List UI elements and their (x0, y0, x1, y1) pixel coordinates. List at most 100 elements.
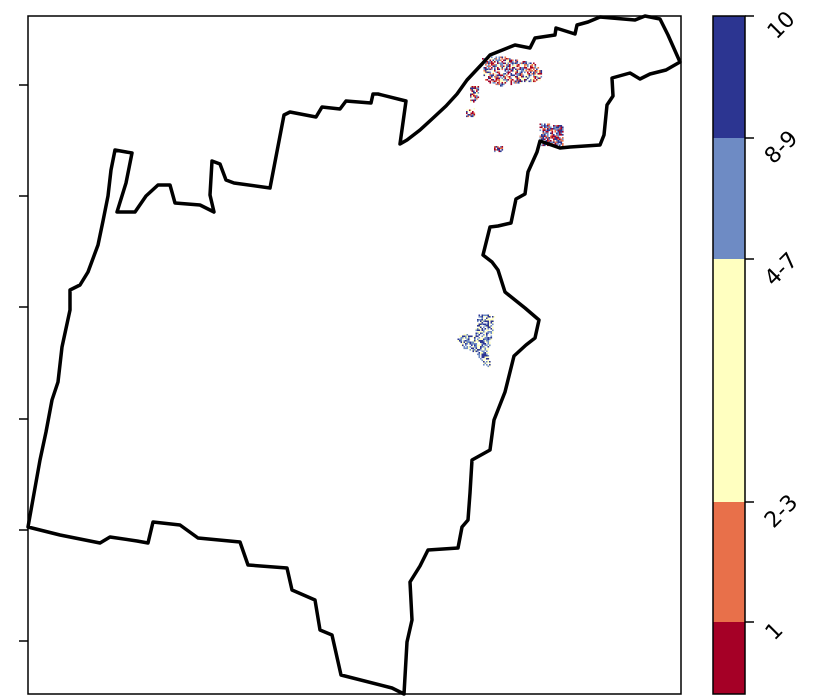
patch-central-pixel (481, 359, 484, 362)
patch-north-pixel (521, 74, 523, 77)
patch-northeast-pixel (559, 134, 561, 136)
patch-central-pixel (477, 331, 479, 333)
patch-northeast-pixel (553, 134, 555, 136)
patch-north-pixel (486, 68, 489, 71)
patch-north-pixel (473, 93, 475, 96)
patch-northeast-pixel (500, 147, 502, 150)
patch-central-pixel (463, 341, 466, 344)
legend-label-1: 1 (761, 618, 789, 646)
patch-north-pixel (519, 73, 522, 75)
patch-northeast-pixel (541, 123, 543, 126)
patch-central-pixel (468, 346, 470, 348)
patch-central-pixel (478, 332, 481, 335)
patch-north-pixel (530, 77, 532, 80)
patch-north-pixel (507, 79, 510, 81)
patch-north-pixel (491, 62, 493, 65)
patch-north-pixel (539, 73, 541, 75)
patch-central-pixel (481, 344, 484, 347)
patch-north-pixel (516, 82, 519, 84)
patch-northeast-pixel (562, 128, 564, 130)
patch-north-pixel (469, 111, 471, 113)
patch-north-pixel (507, 59, 510, 62)
patch-northeast-pixel (548, 138, 551, 141)
patch-north-pixel (474, 99, 477, 102)
patch-central-pixel (487, 361, 490, 363)
patch-north-pixel (501, 82, 504, 84)
patch-central-pixel (481, 328, 484, 330)
patch-north-pixel (513, 80, 516, 83)
patch-central-pixel (487, 322, 490, 324)
patch-north-pixel (466, 112, 468, 115)
patch-north-pixel (503, 83, 505, 86)
patch-north-pixel (533, 80, 535, 83)
legend-swatch-1 (713, 622, 745, 694)
patch-north-pixel (492, 82, 495, 84)
patch-north-pixel (501, 73, 504, 75)
patch-central-pixel (481, 343, 484, 345)
patch-northeast-pixel (556, 132, 558, 135)
patch-north-pixel (507, 62, 510, 65)
patch-central-pixel (487, 356, 490, 359)
patch-northeast-pixel (541, 144, 543, 147)
patch-north-pixel (516, 70, 519, 72)
patch-north-pixel (494, 76, 496, 78)
patch-central-pixel (471, 349, 473, 351)
patch-north-pixel (494, 64, 496, 66)
patch-northeast-pixel (554, 137, 557, 139)
patch-central-pixel (474, 343, 476, 345)
patch-north-pixel (516, 65, 519, 68)
patch-central-pixel (481, 314, 484, 317)
patch-central-pixel (475, 328, 478, 330)
patch-north-pixel (513, 64, 516, 66)
patch-north-pixel (473, 92, 475, 94)
patch-north-pixel (506, 65, 508, 68)
patch-north-pixel (501, 77, 504, 80)
patch-north-pixel (506, 74, 508, 77)
patch-central-pixel (477, 329, 479, 332)
patch-northeast-pixel (551, 137, 554, 139)
patch-north-pixel (510, 67, 513, 69)
patch-central-pixel (486, 332, 488, 335)
patch-central-pixel (483, 355, 485, 357)
patch-north-pixel (534, 74, 537, 77)
patch-north-pixel (540, 76, 543, 78)
patch-north-pixel (518, 80, 520, 83)
patch-central-pixel (477, 323, 479, 326)
patch-northeast-pixel (556, 129, 558, 132)
patch-north-pixel (485, 71, 487, 74)
patch-north-pixel (539, 70, 541, 72)
patch-north-pixel (518, 79, 520, 81)
patch-northeast-pixel (548, 129, 551, 132)
patch-north-pixel (492, 61, 495, 63)
patch-north-pixel (531, 67, 534, 69)
patch-north-pixel (516, 68, 519, 71)
patch-central-pixel (466, 346, 469, 348)
patch-northeast-pixel (560, 125, 563, 127)
patch-central-pixel (487, 316, 490, 318)
patch-north-pixel (470, 96, 472, 99)
patch-north-pixel (501, 56, 504, 59)
patch-northeast-pixel (542, 125, 545, 127)
patch-north-pixel (495, 83, 498, 86)
legend-swatch-4-7 (713, 259, 745, 502)
patch-central-pixel (483, 350, 485, 353)
patch-central-pixel (490, 319, 493, 321)
patch-central-pixel (472, 350, 475, 353)
patch-central-pixel (471, 335, 473, 338)
patch-north-pixel (522, 79, 525, 81)
patch-north-pixel (512, 65, 514, 68)
patch-northeast-pixel (557, 128, 560, 130)
patch-central-pixel (468, 338, 470, 341)
patch-northeast-pixel (542, 131, 545, 133)
patch-central-pixel (489, 362, 491, 365)
patch-north-pixel (504, 68, 507, 71)
patch-central-pixel (484, 355, 487, 357)
patch-north-pixel (497, 71, 499, 74)
patch-northeast-pixel (554, 138, 557, 141)
patch-north-pixel (513, 65, 516, 68)
patch-central-pixel (475, 332, 478, 335)
patch-northeast-pixel (547, 128, 549, 130)
patch-north-pixel (500, 80, 502, 83)
patch-north-pixel (533, 77, 535, 80)
patch-north-pixel (494, 77, 496, 80)
